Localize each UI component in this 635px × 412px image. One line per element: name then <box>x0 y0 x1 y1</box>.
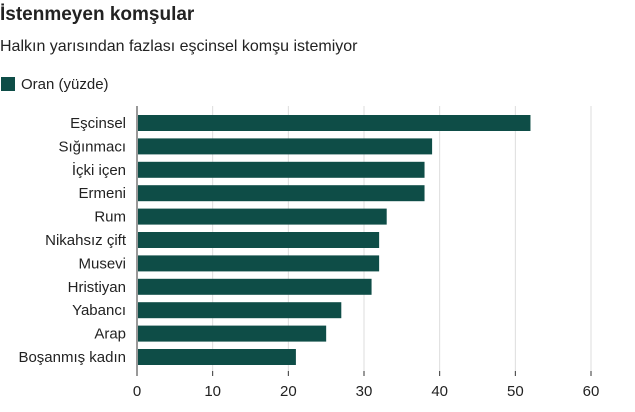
x-tick-label: 50 <box>507 383 524 400</box>
bar-9 <box>138 325 327 342</box>
chart-title: İstenmeyen komşular <box>0 4 195 25</box>
category-label: Ermeni <box>78 185 126 202</box>
bar-4 <box>138 208 387 225</box>
category-label: Musevi <box>78 255 126 272</box>
legend-label: Oran (yüzde) <box>21 75 109 93</box>
x-tick-label: 40 <box>431 383 448 400</box>
category-label: Eşcinsel <box>70 115 126 132</box>
category-label: İçki içen <box>72 161 126 179</box>
legend-swatch <box>1 77 15 91</box>
legend: Oran (yüzde) <box>1 75 109 93</box>
category-label: Yabancı <box>72 302 126 319</box>
bar-8 <box>138 302 342 319</box>
bar-10 <box>138 349 296 365</box>
bar-3 <box>138 185 425 202</box>
category-label: Nikahsız çift <box>45 232 127 249</box>
x-tick-label: 30 <box>356 383 373 400</box>
category-label: Boşanmış kadın <box>18 349 126 366</box>
category-label: Sığınmacı <box>58 138 126 155</box>
chart-subtitle: Halkın yarısından fazlası eşcinsel komşu… <box>0 38 358 55</box>
bar-6 <box>138 255 380 272</box>
category-label: Hristiyan <box>68 279 126 296</box>
bar-1 <box>138 138 433 155</box>
x-tick-label: 0 <box>133 383 141 400</box>
category-label: Arap <box>94 326 126 343</box>
bar-7 <box>138 278 372 295</box>
category-label: Rum <box>94 209 126 226</box>
bar-5 <box>138 232 380 248</box>
bar-2 <box>138 161 425 178</box>
x-tick-label: 10 <box>204 383 221 400</box>
x-tick-label: 20 <box>280 383 297 400</box>
x-tick-label: 60 <box>583 383 600 400</box>
bar-0 <box>138 115 531 131</box>
